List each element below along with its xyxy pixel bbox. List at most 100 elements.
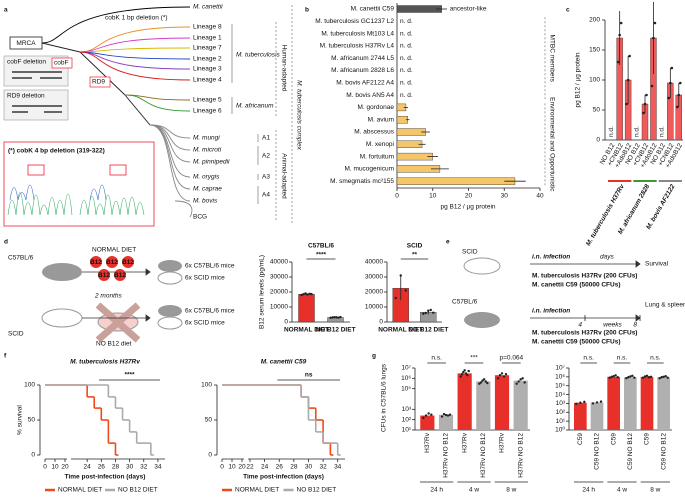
x-tick-label: C59 NO B12 [660,433,667,470]
x-tick-label: C59 NO B12 [627,433,634,470]
data-point [446,414,450,417]
panel-letter: b [305,7,309,14]
bar [396,5,442,13]
data-point [424,311,427,315]
significance: ** [412,252,418,259]
y-tick-label: 10000 [365,304,383,311]
event-box [89,76,111,88]
x-tick-label: H37Rv [461,432,468,453]
data-point [329,316,332,319]
event-label: cobF [54,60,68,67]
data-point [627,376,630,379]
data-point [519,378,522,381]
data-point [645,93,648,97]
data-point [432,311,435,314]
data-point [481,379,484,382]
strain-label: SCID [462,249,478,256]
mouse [464,312,500,328]
x-tick-label: C59 [610,433,617,445]
annotation: MTBC members [548,35,555,83]
data-point [625,377,628,380]
y-tick-label: 10000 [270,304,288,311]
data-point [521,377,524,380]
data-point [517,380,520,383]
y-axis-label: B12 serum levels (pg/mL) [259,255,266,329]
readout-label: Lung & spleen CFUs [645,302,685,309]
bar [494,375,510,430]
leaf-label: Lineage 6 [193,108,222,115]
b12-ball [106,256,118,268]
x-tick-label: 28 [290,464,298,471]
data-point [628,54,631,58]
data-point [310,292,313,296]
sequence-title: (*) cobK 4 bp deletion (319-322) [8,148,105,155]
x-tick-label: 24 [84,464,92,471]
y-tick-label: 10³ [556,400,566,407]
x-axis-label: Time post-infection (days) [243,474,324,481]
y-tick-label: 50 [205,417,213,424]
panel-letter: d [4,239,8,246]
x-tick-label: 40 [536,193,544,200]
bar [657,377,670,430]
readout-label: Survival [645,261,669,268]
tree-branch [174,200,193,218]
data-point [670,66,674,70]
x-tick-label: 20 [61,464,69,471]
leaf-label: Lineage 4 [193,77,222,84]
x-tick-label: H37Rv [424,432,431,453]
leaf-label: M. orygis [193,174,220,181]
b12-ball [90,256,102,268]
x-tick-label: H37Rv NO B12 [480,433,487,478]
category-label: M. fortuitum [360,153,394,160]
value-label: n.d. [659,126,666,137]
leaf-label: Lineage 1 [193,35,222,42]
y-tick-label: 100 [201,382,212,389]
significance: *** [470,355,478,362]
data-point [647,376,651,379]
data-point [496,377,500,380]
y-tick-label: 30000 [270,274,288,281]
data-point [300,293,303,297]
bar [396,177,516,185]
cross [95,302,141,343]
bar [607,376,620,430]
group-label: A1 [262,135,270,142]
strain-label: SCID [8,331,24,338]
bracket-label: Human-adapted [280,45,287,92]
data-point [306,293,309,296]
data-point [619,21,623,25]
y-tick-label: 40000 [270,259,288,266]
x-tick-label: C59 NO B12 [594,433,601,470]
data-point [466,374,469,377]
time-label: weeks [603,322,622,329]
data-point [448,413,452,416]
data-point [339,315,342,319]
infection-label: i.n. infection [532,308,570,315]
b12-ball [122,256,134,268]
value-label: n. d. [400,30,413,37]
b12-ball [98,269,110,281]
data-point [424,414,428,417]
bar [513,380,528,430]
inoculum-label: M. canettii C59 (50000 CFUs) [532,339,621,346]
panel-letter: e [446,239,450,246]
data-point [422,312,425,315]
y-tick-label: 20000 [270,289,288,296]
y-tick-label: 10⁵ [401,385,411,392]
group-label: 24 h [582,487,595,494]
y-tick-label: 50 [593,107,601,114]
bracket-label: M. tuberculosis complex [295,80,302,150]
data-point [625,102,628,106]
legend-label: NO B12 DIET [118,487,158,494]
data-point [643,102,647,106]
chart-title: C57BL/6 [308,243,334,250]
category-label: M. tuberculosis Mt103 L4 [321,30,394,37]
week-label: 4 [578,322,582,329]
duration-label: 2 months [94,293,122,300]
category-label: M. mucogenicum [345,166,395,173]
data-point [429,308,432,312]
x-tick-label: 20 [238,464,246,471]
category-label: M. africanum 2744 L5 [331,55,394,62]
data-point [440,415,444,418]
